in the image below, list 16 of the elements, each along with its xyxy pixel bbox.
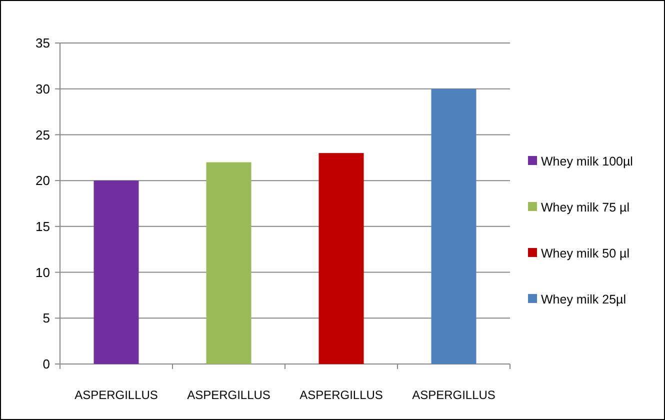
x-tick-label: ASPERGILLUS — [412, 388, 496, 402]
x-tick-label: ASPERGILLUS — [74, 388, 158, 402]
y-tick-label: 35 — [36, 36, 50, 51]
legend-label: Whey milk 50 µl — [541, 246, 630, 260]
y-tick-label: 30 — [36, 81, 50, 96]
y-tick-label: 25 — [36, 127, 50, 142]
y-tick-label: 20 — [36, 173, 50, 188]
y-tick-label: 5 — [42, 310, 50, 326]
legend-label: Whey milk 75 µl — [541, 200, 630, 214]
x-tick-label: ASPERGILLUS — [187, 388, 270, 402]
y-tick-label: 10 — [36, 264, 50, 280]
y-tick-label: 0 — [42, 356, 50, 372]
legend-label: Whey milk 100µl — [541, 154, 633, 168]
legend-label: Whey milk 25µl — [541, 292, 626, 306]
x-tick-label: ASPERGILLUS — [300, 388, 383, 402]
y-tick-label: 15 — [36, 218, 50, 234]
